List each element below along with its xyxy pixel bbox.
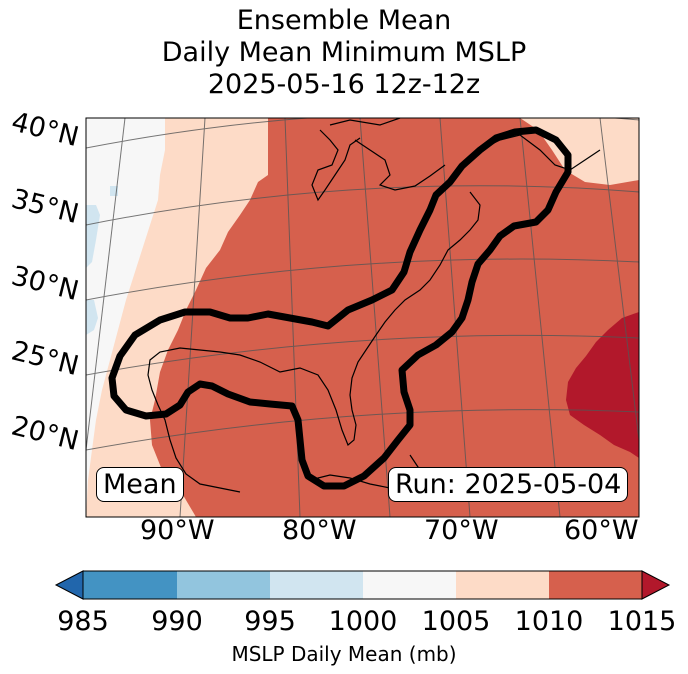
colorbar-tick-985: 985 — [57, 606, 109, 637]
mean-label-box: Mean — [96, 467, 184, 502]
colorbar-tick-995: 995 — [244, 606, 296, 637]
colorbar-tick-990: 990 — [151, 606, 203, 637]
colorbar-segment-1010-1015 — [549, 571, 642, 599]
lon-label-60w: 60°W — [564, 515, 639, 546]
colorbar-over-arrow — [641, 570, 671, 600]
pressure-field-995-1000-b — [86, 300, 98, 335]
graticule — [86, 118, 639, 517]
title-line-2: Daily Mean Minimum MSLP — [161, 37, 527, 68]
lon-label-70w: 70°W — [424, 515, 499, 546]
colorbar-segment-995-1000 — [270, 571, 363, 599]
lon-label-90w: 90°W — [140, 515, 215, 546]
colorbar-segment-985-990 — [83, 571, 177, 599]
pressure-field-1000-1005 — [86, 118, 165, 517]
colorbar-segment-1000-1005 — [363, 571, 456, 599]
colorbar-tick-1005: 1005 — [421, 606, 491, 637]
colorbar-tick-1015: 1015 — [607, 606, 677, 637]
colorbar-segment-1005-1010 — [456, 571, 549, 599]
colorbar-tick-1000: 1000 — [328, 606, 398, 637]
colorbar-segment-990-995 — [177, 571, 270, 599]
lon-label-80w: 80°W — [282, 515, 357, 546]
title-line-3: 2025-05-16 12z-12z — [207, 69, 481, 100]
colorbar-frame — [82, 570, 643, 600]
run-date-box: Run: 2025-05-04 — [388, 467, 629, 502]
colorbar-tick-1010: 1010 — [514, 606, 584, 637]
map-frame — [85, 117, 640, 518]
ensemble-contour — [108, 126, 572, 490]
pressure-field-995-1000-c — [110, 186, 118, 196]
colorbar-under-arrow — [54, 570, 84, 600]
colorbar-label: MSLP Daily Mean (mb) — [231, 642, 457, 666]
pressure-field-995-1000 — [86, 205, 100, 268]
pressure-field-above-1015 — [566, 312, 639, 458]
title-line-1: Ensemble Mean — [236, 5, 452, 36]
